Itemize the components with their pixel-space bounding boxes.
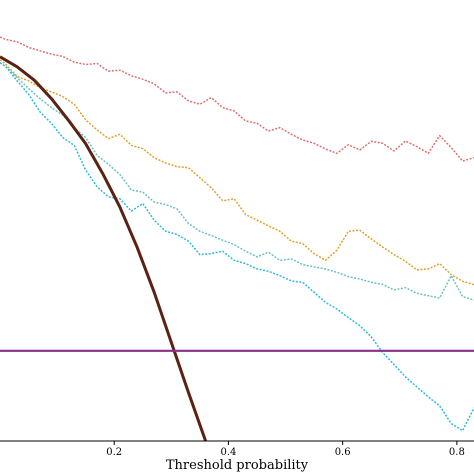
series-line-1 (0, 36, 474, 162)
series-line-2 (0, 59, 474, 286)
series-line-5 (0, 55, 208, 442)
x-tick-label: 0.8 (449, 447, 465, 458)
x-tick-label: 0.6 (335, 447, 351, 458)
x-axis-ticks: 0.2 0.4 0.6 0.8 (106, 441, 465, 458)
x-axis-title: Threshold probability (166, 458, 309, 473)
series-line-3 (0, 62, 474, 301)
x-tick-label: 0.4 (220, 447, 236, 458)
series-line-4 (0, 62, 474, 432)
plot-lines (0, 36, 474, 442)
x-tick-label: 0.2 (106, 447, 122, 458)
